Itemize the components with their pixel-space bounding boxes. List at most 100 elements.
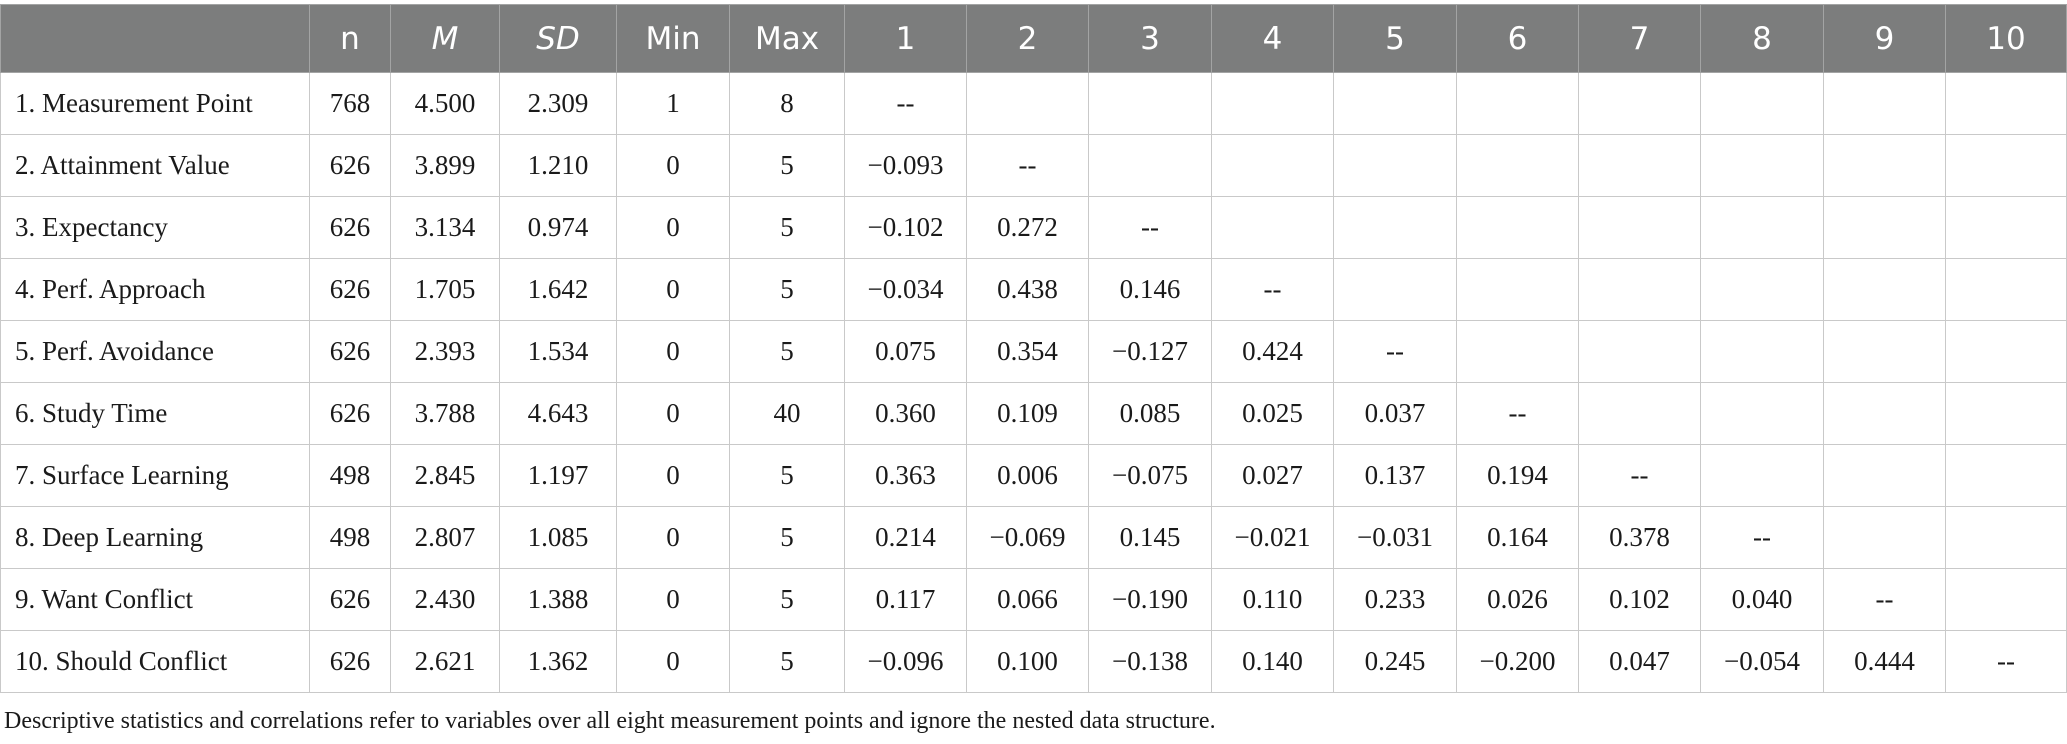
row-label-cell: 4. Perf. Approach [0, 258, 310, 321]
table-cell: 0.110 [1211, 568, 1334, 631]
table-cell [1823, 196, 1946, 259]
table-cell [1088, 134, 1212, 197]
table-cell: 0.027 [1211, 444, 1334, 507]
table-row: 5. Perf. Avoidance 626 2.393 1.534 0 5 0.075 0.… [0, 320, 2067, 383]
table-cell: 0.006 [966, 444, 1089, 507]
table-cell: 0.100 [966, 630, 1089, 693]
table-cell [1456, 258, 1579, 321]
table-cell [1578, 134, 1701, 197]
table-cell: 2.845 [390, 444, 500, 507]
table-cell [1945, 196, 2067, 259]
table-row: 3. Expectancy 626 3.134 0.974 0 5 −0.102 0.272-… [0, 196, 2067, 259]
table-cell: −0.069 [966, 506, 1089, 569]
header-cell-min: Min [616, 4, 730, 73]
table-cell [1578, 382, 1701, 445]
table-cell: −0.200 [1456, 630, 1579, 693]
table-cell: 0 [616, 444, 730, 507]
table-cell: -- [1456, 382, 1579, 445]
table-cell: -- [1578, 444, 1701, 507]
table-cell [1456, 72, 1579, 135]
table-cell [1700, 382, 1824, 445]
table-cell: 4.643 [499, 382, 617, 445]
row-label-cell: 9. Want Conflict [0, 568, 310, 631]
table-cell: -- [1211, 258, 1334, 321]
table-cell: 626 [309, 568, 391, 631]
header-cell-n: n [309, 4, 391, 73]
table-cell: 498 [309, 506, 391, 569]
table-cell: 0 [616, 258, 730, 321]
table-cell [1945, 382, 2067, 445]
table-cell: 5 [729, 568, 845, 631]
table-cell: 0 [616, 196, 730, 259]
table-cell [1945, 72, 2067, 135]
table-cell: 1.210 [499, 134, 617, 197]
row-label-cell: 1. Measurement Point [0, 72, 310, 135]
table-cell [1945, 320, 2067, 383]
row-label-cell: 3. Expectancy [0, 196, 310, 259]
table-cell: 0.974 [499, 196, 617, 259]
table-cell [1700, 320, 1824, 383]
table-cell [1333, 258, 1457, 321]
table-cell: 5 [729, 630, 845, 693]
table-cell [1823, 320, 1946, 383]
table-cell: 1.642 [499, 258, 617, 321]
table-cell [1333, 72, 1457, 135]
table-cell: 0.145 [1088, 506, 1212, 569]
table-cell: 0.214 [844, 506, 967, 569]
table-cell: -- [1823, 568, 1946, 631]
table-cell: 2.621 [390, 630, 500, 693]
table-cell: 0.037 [1333, 382, 1457, 445]
table-cell: −0.190 [1088, 568, 1212, 631]
table-cell [1945, 444, 2067, 507]
table-cell: 0.109 [966, 382, 1089, 445]
table-cell: 1.362 [499, 630, 617, 693]
header-cell-max: Max [729, 4, 845, 73]
table-cell [1823, 506, 1946, 569]
table-cell: 0.146 [1088, 258, 1212, 321]
table-cell: 0 [616, 568, 730, 631]
table-cell: 498 [309, 444, 391, 507]
table-cell: −0.096 [844, 630, 967, 693]
table-cell: 0.444 [1823, 630, 1946, 693]
table-row: 9. Want Conflict 626 2.430 1.388 0 5 0.117 0.06… [0, 568, 2067, 631]
table-cell: 626 [309, 196, 391, 259]
table-cell [1823, 134, 1946, 197]
table-cell: 5 [729, 258, 845, 321]
table-header: n M SD Min Max 1 2 3 4 5 6 7 8 9 10 [0, 4, 2067, 73]
table-cell [1945, 568, 2067, 631]
row-label-cell: 2. Attainment Value [0, 134, 310, 197]
table-cell: 3.134 [390, 196, 500, 259]
table-cell: 5 [729, 196, 845, 259]
table-cell: 3.899 [390, 134, 500, 197]
table-cell: 0.378 [1578, 506, 1701, 569]
header-cell-sd: SD [499, 4, 617, 73]
table-cell [1578, 320, 1701, 383]
table-cell: 1.705 [390, 258, 500, 321]
table-cell [1700, 72, 1824, 135]
table-cell: -- [1088, 196, 1212, 259]
table-row: 6. Study Time 626 3.788 4.643 0 40 0.360 0.109 0… [0, 382, 2067, 445]
table-cell: -- [844, 72, 967, 135]
table-cell [1578, 196, 1701, 259]
table-cell: 5 [729, 134, 845, 197]
table-cell [1333, 134, 1457, 197]
table-cell: -- [1333, 320, 1457, 383]
table-cell [1945, 506, 2067, 569]
table-cell: 2.393 [390, 320, 500, 383]
table-cell: 5 [729, 506, 845, 569]
table-cell: 626 [309, 382, 391, 445]
table-cell: 626 [309, 630, 391, 693]
table-cell: 1 [616, 72, 730, 135]
table-note: Descriptive statistics and correlations … [4, 708, 1216, 734]
table-cell: 5 [729, 320, 845, 383]
table-row: 8. Deep Learning 498 2.807 1.085 0 5 0.214 −0.0… [0, 506, 2067, 569]
table-cell: 40 [729, 382, 845, 445]
header-cell-6: 6 [1456, 4, 1579, 73]
table-cell: 0.164 [1456, 506, 1579, 569]
table-cell: 768 [309, 72, 391, 135]
table-row: 4. Perf. Approach 626 1.705 1.642 0 5 −0.034 0.… [0, 258, 2067, 321]
table-row: 1. Measurement Point 768 4.500 2.309 1 8 -- [0, 72, 2067, 135]
table-cell: 5 [729, 444, 845, 507]
table-cell: 626 [309, 134, 391, 197]
header-cell-10: 10 [1945, 4, 2067, 73]
